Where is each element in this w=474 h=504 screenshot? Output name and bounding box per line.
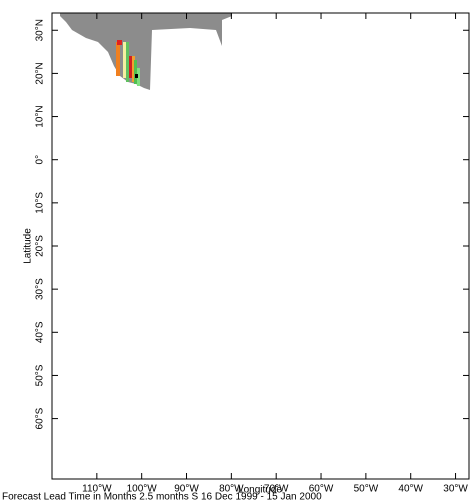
y-axis-label: Latitude bbox=[23, 228, 34, 264]
x-tick-label: 70°W bbox=[264, 484, 289, 495]
x-tick-label: 50°W bbox=[354, 484, 379, 495]
x-axis-label: Longitude bbox=[238, 485, 282, 496]
plot-frame bbox=[51, 12, 470, 480]
x-tick-label: 110°W bbox=[82, 484, 112, 495]
y-tick-label: 0° bbox=[35, 155, 46, 165]
forecast-cell bbox=[135, 74, 138, 78]
forecast-cell bbox=[134, 60, 137, 84]
y-tick-label: 10°N bbox=[35, 105, 46, 127]
forecast-cell bbox=[132, 56, 135, 82]
forecast-cell bbox=[123, 42, 126, 78]
x-tick-label: 80°W bbox=[219, 484, 244, 495]
forecast-cell bbox=[117, 40, 122, 45]
x-tick-label: 100°W bbox=[127, 484, 158, 495]
x-tick-label: 40°W bbox=[398, 484, 423, 495]
forecast-cell bbox=[137, 68, 140, 86]
y-tick-label: 30°S bbox=[35, 278, 46, 300]
y-tick-label: 20°N bbox=[35, 62, 46, 84]
y-tick-label: 60°S bbox=[35, 407, 46, 429]
caption: Forecast Lead Time in Months 2.5 months … bbox=[2, 492, 322, 503]
forecast-cell bbox=[116, 42, 120, 76]
x-tick-label: 90°W bbox=[174, 484, 199, 495]
land-mask bbox=[60, 13, 232, 90]
y-tick-label: 10°S bbox=[35, 192, 46, 214]
y-tick-label: 40°S bbox=[35, 321, 46, 343]
y-tick-label: 20°S bbox=[35, 235, 46, 257]
forecast-cell bbox=[129, 56, 132, 78]
forecast-cell bbox=[126, 42, 129, 82]
y-tick-label: 30°N bbox=[35, 19, 46, 41]
x-tick-label: 60°W bbox=[309, 484, 334, 495]
y-tick-label: 50°S bbox=[35, 364, 46, 386]
x-tick-label: 30°W bbox=[443, 484, 468, 495]
